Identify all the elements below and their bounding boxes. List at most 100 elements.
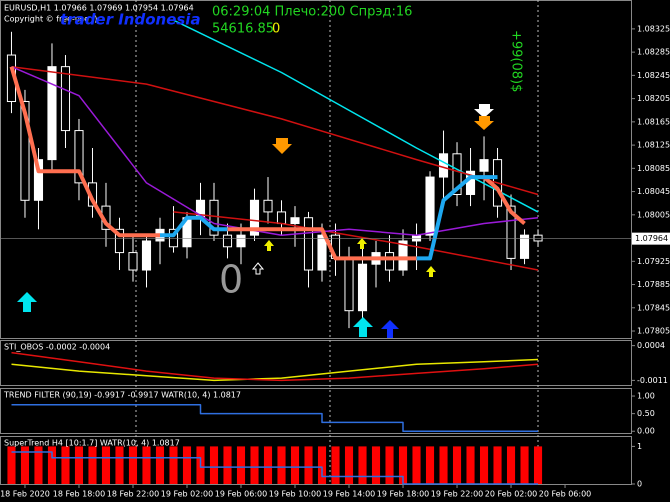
indicator-line (11, 66, 539, 236)
candle-body (357, 263, 368, 312)
indicator-line (173, 19, 539, 213)
y-tick-label: -0.0011 (637, 376, 668, 385)
main-frame (0, 0, 632, 339)
y-tick-label: 1.08285 (637, 48, 670, 57)
histogram-bar (250, 446, 259, 484)
histogram-bar (209, 446, 219, 484)
indicator-line (11, 351, 539, 382)
histogram-bar (182, 446, 192, 484)
histogram-bar (425, 446, 435, 484)
histogram-bar (520, 446, 529, 484)
x-tick-label: 19 Feb 14:00 (323, 490, 375, 499)
candle-body (168, 228, 179, 248)
histogram-bar (479, 446, 489, 484)
big-counter: 0 (219, 258, 243, 302)
histogram-bar (439, 446, 448, 484)
sell-arrow (474, 116, 494, 130)
panel-frame (0, 340, 632, 386)
indicator-line (173, 211, 539, 271)
y-tick-label: 1.07845 (637, 303, 670, 312)
x-tick-label: 19 Feb 18:00 (377, 490, 429, 499)
candle-body (506, 205, 516, 259)
candle-body (74, 130, 84, 184)
candle-body (249, 199, 260, 236)
candle-body (384, 252, 395, 271)
x-tick-label: 19 Feb 02:00 (161, 490, 213, 499)
histogram-bar (398, 446, 408, 484)
signal-arrows (17, 104, 494, 338)
small-arrow (264, 240, 274, 251)
histogram-bar (169, 446, 178, 484)
panel-title: TREND FILTER (90,19) -0.9917 -0.9917 WAT… (3, 391, 241, 400)
buy-arrow (381, 320, 399, 338)
y-tick-label: 0 (637, 480, 642, 489)
y-tick-label: 1.08045 (637, 187, 670, 196)
watermark: trader Indonesia (60, 11, 201, 29)
current-price: 1.07964 (635, 234, 668, 243)
panel-title: SuperTrend H4 [10:1.7] WATR(10, 4) 1.081… (4, 439, 180, 448)
panel-frame (0, 388, 632, 434)
histogram-bar (317, 446, 327, 484)
candle-body (303, 217, 314, 271)
histogram-bar (304, 446, 313, 484)
histogram-bar (20, 446, 30, 484)
histogram-bar (344, 446, 354, 484)
indicator-line (11, 451, 538, 485)
indicator-line (11, 65, 539, 196)
buy-arrow (17, 292, 37, 312)
y-tick-label: 1.07885 (637, 280, 670, 289)
small-arrow (251, 262, 265, 275)
histogram-bar (115, 446, 124, 484)
candle-body (33, 159, 44, 201)
panel-title: STI_OBOS -0.0002 -0.0004 (4, 343, 110, 352)
price-box (632, 232, 670, 245)
histogram-bar (101, 446, 111, 484)
candle-body (290, 217, 300, 225)
y-tick-label: 0.50 (637, 409, 655, 418)
candle-body (276, 211, 287, 225)
histogram-bar (263, 446, 273, 484)
candle-body (236, 234, 246, 248)
histogram-bar (61, 446, 70, 484)
histogram-bar (412, 446, 421, 484)
histogram-bar (506, 446, 516, 484)
histogram-bar (533, 446, 543, 484)
x-tick-label: 18 Feb 18:00 (53, 490, 105, 499)
y-tick-label: 1.08125 (637, 141, 670, 150)
candle-body (141, 240, 152, 271)
histogram-bar (290, 446, 300, 484)
histogram-bar (371, 446, 381, 484)
candle-body (128, 252, 138, 271)
candle-body (222, 234, 233, 248)
indicator-line (11, 404, 538, 432)
x-tick-label: 19 Feb 22:00 (431, 490, 483, 499)
profit-label: +99(08)$ (509, 30, 524, 92)
y-tick-label: 1.08165 (637, 117, 670, 126)
counter: 0 (272, 22, 280, 37)
x-tick-label: 19 Feb 06:00 (215, 490, 267, 499)
chart-title: EURUSD,H1 1.07966 1.07969 1.07954 1.0796… (4, 4, 194, 13)
candle-body (479, 159, 489, 172)
histogram-bar (385, 446, 394, 484)
histogram-bar (452, 446, 462, 484)
histogram-bar (34, 446, 43, 484)
copyright: Copyright © free-use :) (4, 15, 97, 24)
histogram-bar (128, 446, 138, 484)
histogram-bar (155, 446, 165, 484)
y-tick-label: 1 (637, 442, 642, 451)
x-tick-label: 20 Feb 06:00 (539, 490, 591, 499)
small-arrow (426, 266, 436, 277)
y-tick-label: 1.07925 (637, 257, 670, 266)
candle-body (47, 66, 57, 161)
candle-body (438, 153, 449, 178)
balance: 54616.85 (212, 22, 274, 37)
histogram-bar (7, 446, 16, 484)
histogram-bar (277, 446, 286, 484)
y-tick-label: 1.00 (637, 392, 655, 401)
histogram-bar (331, 446, 340, 484)
y-tick-label: 0.0004 (637, 341, 665, 350)
candle-body (209, 199, 219, 236)
histogram-bar (466, 446, 475, 484)
candle-body (114, 228, 125, 254)
